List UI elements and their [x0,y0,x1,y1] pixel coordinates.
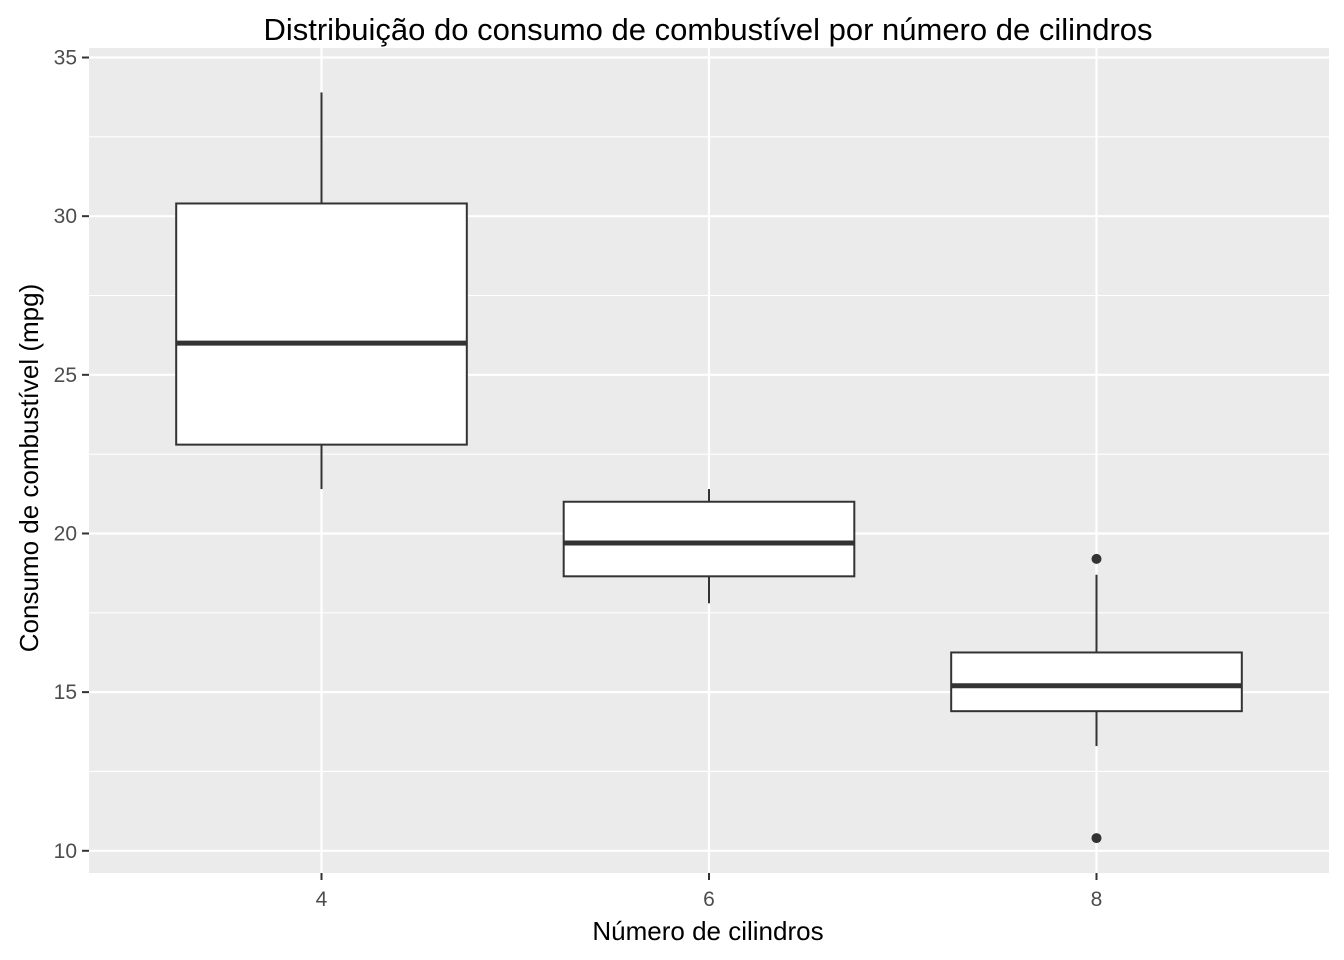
x-tick-label: 6 [703,888,715,911]
box-8 [950,553,1243,844]
x-tick-label: 4 [316,888,328,911]
y-tick-label: 35 [54,47,77,70]
y-axis-label: Consumo de combustível (mpg) [14,284,44,652]
box-iqr [950,651,1243,713]
y-tick-label: 25 [54,364,77,387]
outlier-point [1091,833,1102,844]
outlier-point [1091,553,1102,564]
x-axis-label: Número de cilindros [592,916,823,946]
y-tick-label: 20 [54,522,77,545]
box-iqr [175,202,468,446]
box-6 [562,489,856,604]
box-iqr [562,500,856,578]
axes: 10 15 20 25 30 35 4 6 8 [54,47,1103,911]
boxes [175,92,1243,844]
x-tick-label: 8 [1091,888,1103,911]
y-tick-label: 15 [54,681,77,704]
y-tick-label: 30 [54,205,77,228]
y-tick-label: 10 [54,840,77,863]
box-4 [175,92,468,490]
chart-title: Distribuição do consumo de combustível p… [263,12,1152,47]
